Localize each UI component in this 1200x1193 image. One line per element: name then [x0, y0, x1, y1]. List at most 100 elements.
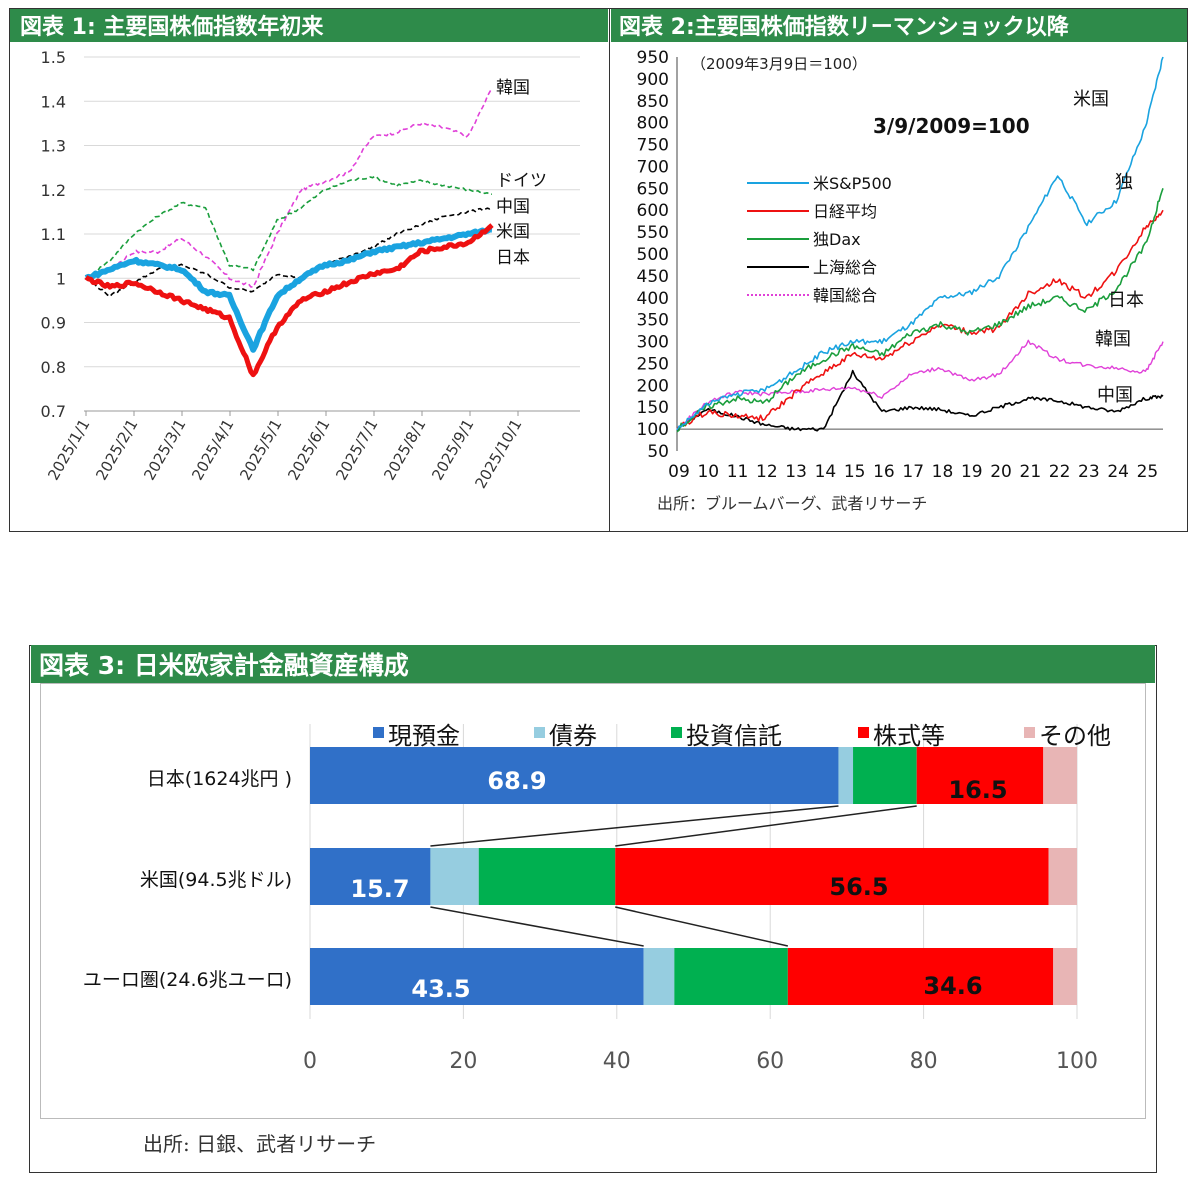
chart2-xtick-label: 16 [873, 462, 895, 482]
chart2-xtick-label: 24 [1107, 462, 1129, 482]
chart2-series-line [676, 369, 1164, 432]
chart1-series-line [84, 223, 494, 378]
chart2-end-label: 日本 [1108, 290, 1144, 311]
chart2-series-line [676, 188, 1164, 433]
chart3-data-label: 15.7 [350, 875, 409, 903]
chart2-xtick-label: 22 [1049, 462, 1071, 482]
chart1-plot: 1.5 1.4 1.3 1.2 1.1 1 0.9 0.8 0.72025/1/12025/2/… [41, 48, 580, 492]
chart1-series-line [84, 226, 493, 353]
chart1-xtick-label: 2025/3/1 [140, 416, 189, 483]
chart1-ytick-label: 1.1 [41, 225, 66, 244]
chart1-xtick-label: 2025/7/1 [332, 416, 381, 483]
chart2-source: 出所：ブルームバーグ、武者リサーチ [657, 494, 927, 513]
chart3-connector-line [430, 805, 839, 847]
chart1-ytick-label: 1 [56, 269, 66, 288]
chart2-legend-label: 日経平均 [813, 202, 877, 221]
chart2-series-line [676, 209, 1164, 430]
chart2-ytick-label: 750 [637, 136, 669, 156]
chart2-ytick-label: 200 [637, 376, 669, 396]
chart2-xtick-label: 19 [961, 462, 983, 482]
chart2-end-label: 中国 [1097, 385, 1133, 406]
chart2-xtick-label: 20 [990, 462, 1012, 482]
chart2-xtick-label: 25 [1137, 462, 1159, 482]
chart1-xtick-label: 2025/1/1 [44, 416, 93, 483]
chart3-bar-segment [1053, 948, 1077, 1005]
chart3-xtick-label: 100 [1056, 1049, 1098, 1074]
chart3-xtick-label: 40 [603, 1049, 631, 1074]
chart2-end-label: 米国 [1073, 89, 1109, 110]
chart3-bar-segment [838, 747, 854, 804]
chart3-connector-line [615, 805, 917, 847]
chart3-data-label: 43.5 [411, 975, 470, 1003]
chart1-series-label: 米国 [496, 222, 530, 242]
chart3-xtick-label: 80 [910, 1049, 938, 1074]
chart2-ytick-label: 50 [647, 442, 669, 462]
chart3-bar-segment [674, 948, 788, 1005]
chart2-xtick-label: 09 [668, 462, 690, 482]
chart3-bar-segment [853, 747, 917, 804]
chart1-xtick-label: 2025/6/1 [284, 416, 333, 483]
chart3-bar-segment [430, 848, 479, 905]
chart1-xtick-label: 2025/4/1 [188, 416, 237, 483]
chart1-ytick-label: 0.7 [41, 402, 66, 421]
chart3-bar-segment [916, 747, 1044, 804]
chart3-title: 図表 3: 日米欧家計金融資産構成 [39, 651, 409, 680]
chart3-data-label: 16.5 [948, 776, 1007, 804]
chart3-connector-line [615, 906, 789, 947]
chart3-legend-label: その他 [1039, 722, 1111, 750]
chart3-legend-swatch [858, 727, 869, 738]
chart3-xtick-label: 0 [303, 1049, 317, 1074]
chart3-legend-label: 株式等 [873, 722, 945, 750]
chart2-xtick-label: 11 [727, 462, 749, 482]
chart3-legend-swatch [671, 727, 682, 738]
chart2-ytick-label: 700 [637, 157, 669, 177]
chart2-ytick-label: 400 [637, 289, 669, 309]
chart3-bar-segment [310, 848, 431, 905]
chart2-header: 図表 2:主要国株価指数リーマンショック以降 [611, 8, 1187, 42]
chart3-bar-segment [478, 848, 616, 905]
chart2-ytick-label: 900 [637, 70, 669, 90]
chart2-ytick-label: 950 [637, 48, 669, 68]
chart1-header: 図表 1: 主要国株価指数年初来 [10, 8, 608, 42]
chart3-category-label: 日本(1624兆円 ) [147, 768, 292, 790]
chart3-category-label: 米国(94.5兆ドル) [140, 869, 292, 891]
chart2-ytick-label: 100 [637, 420, 669, 440]
chart2-xtick-label: 14 [815, 462, 837, 482]
chart1-series-line [85, 206, 493, 298]
chart3-inner-frame [40, 683, 1146, 1119]
chart2-ytick-label: 850 [637, 92, 669, 112]
chart3-bar-segment [615, 848, 1049, 905]
chart2-xtick-label: 15 [844, 462, 866, 482]
chart2-legend-label: 上海総合 [813, 258, 877, 277]
chart2-xtick-label: 21 [1020, 462, 1042, 482]
chart3-legend-swatch [373, 727, 384, 738]
chart1-xtick-label: 2025/2/1 [92, 416, 141, 483]
chart1-xtick-label: 2025/5/1 [236, 416, 285, 483]
chart2-subtitle: 3/9/2009=100 [873, 114, 1030, 138]
chart2-xtick-label: 18 [932, 462, 954, 482]
chart2-xtick-label: 17 [902, 462, 924, 482]
chart3-data-label: 56.5 [829, 873, 888, 901]
chart2-title: 図表 2:主要国株価指数リーマンショック以降 [619, 15, 1069, 40]
chart1-xtick-label: 2025/10/1 [471, 416, 525, 492]
chart2-ytick-label: 450 [637, 267, 669, 287]
chart2-legend-label: 米S&P500 [813, 174, 892, 193]
chart3-data-label: 34.6 [923, 972, 982, 1000]
chart3-bar-segment [1048, 848, 1077, 905]
chart3-data-label: 68.9 [487, 767, 546, 795]
chart1-ytick-label: 1.2 [41, 181, 66, 200]
chart1-ytick-label: 0.9 [41, 314, 66, 333]
chart1-ytick-label: 1.5 [41, 48, 66, 67]
chart2-legend-label: 独Dax [813, 230, 861, 249]
chart3-category-label: ユーロ圏(24.6兆ユーロ) [83, 969, 292, 991]
chart2-ytick-label: 500 [637, 245, 669, 265]
chart3-bar-segment [310, 747, 839, 804]
chart3-header: 図表 3: 日米欧家計金融資産構成 [31, 645, 1155, 683]
chart3-xtick-label: 60 [756, 1049, 784, 1074]
chart1-ytick-label: 1.3 [41, 137, 66, 156]
chart2-legend-label: 韓国総合 [813, 286, 877, 305]
chart1-xtick-label: 2025/8/1 [380, 416, 429, 483]
chart1-series-line [85, 175, 493, 280]
chart3-legend-label: 債券 [549, 722, 597, 750]
